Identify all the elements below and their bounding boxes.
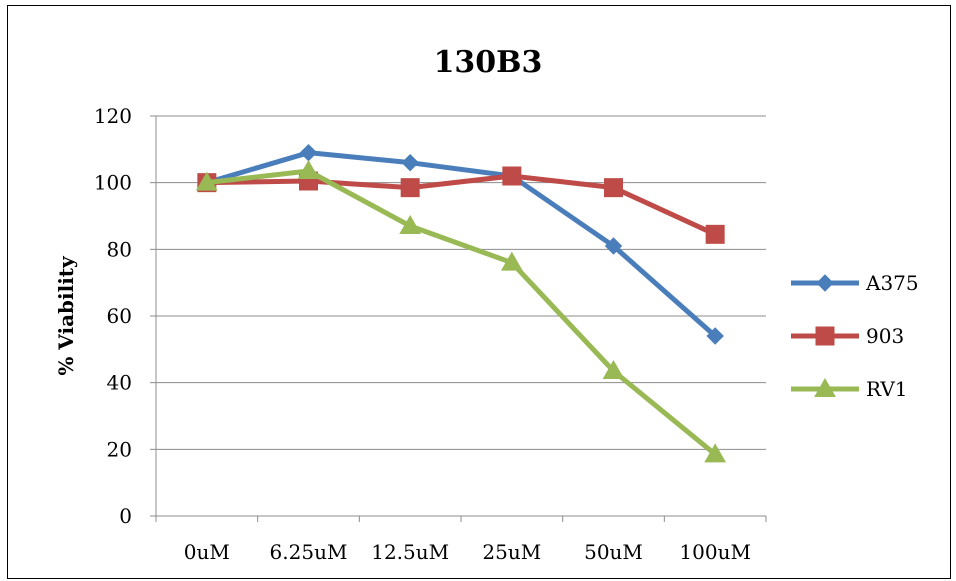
data-point-rv1 bbox=[602, 359, 625, 379]
y-tick-label: 100 bbox=[94, 171, 132, 195]
y-tick-label: 40 bbox=[107, 371, 132, 395]
legend-swatch-marker bbox=[816, 274, 834, 292]
data-point-rv1 bbox=[399, 214, 422, 234]
x-tick-label: 0uM bbox=[184, 540, 230, 564]
data-point-a375 bbox=[401, 153, 419, 172]
series-line-a375 bbox=[206, 150, 717, 338]
legend-swatch-marker bbox=[815, 326, 835, 346]
data-point-a375 bbox=[706, 327, 724, 345]
data-point-903 bbox=[400, 178, 420, 198]
x-tick-label: 50uM bbox=[584, 540, 643, 564]
legend-item-903: 903 bbox=[791, 324, 904, 348]
x-tick-label: 100uM bbox=[679, 540, 751, 564]
data-point-a375 bbox=[299, 143, 318, 162]
y-tick-label: 120 bbox=[94, 104, 132, 128]
legend: A375 903 RV1 bbox=[791, 271, 919, 401]
legend-item-a375: A375 bbox=[791, 271, 919, 295]
data-point-a375 bbox=[604, 237, 623, 255]
y-axis-label: % Viability bbox=[54, 255, 78, 376]
data-point-903 bbox=[502, 166, 522, 186]
legend-label: 903 bbox=[866, 324, 904, 348]
chart-title: 130B3 bbox=[434, 45, 543, 80]
data-point-903 bbox=[604, 178, 623, 198]
legend-swatch-marker bbox=[814, 377, 836, 397]
data-point-903 bbox=[705, 224, 725, 244]
series-lines bbox=[195, 143, 727, 463]
y-tick-label: 0 bbox=[119, 504, 132, 528]
data-point-rv1 bbox=[195, 171, 218, 191]
series-line-903 bbox=[206, 173, 717, 237]
data-point-rv1 bbox=[704, 443, 727, 463]
x-tick-label: 6.25uM bbox=[270, 540, 348, 564]
data-point-rv1 bbox=[297, 159, 320, 179]
legend-item-rv1: RV1 bbox=[791, 377, 908, 401]
tick-labels: 0 20 40 60 80 100 120 0uM 6.25uM 12.5uM 25uM 50uM 10… bbox=[94, 104, 751, 564]
chart-frame bbox=[7, 5, 951, 579]
y-tick-label: 60 bbox=[107, 304, 132, 328]
series-line-rv1 bbox=[206, 168, 717, 457]
legend-label: A375 bbox=[865, 271, 919, 295]
y-tick-label: 80 bbox=[107, 237, 132, 261]
x-tick-label: 25uM bbox=[482, 540, 541, 564]
y-tick-label: 20 bbox=[107, 437, 132, 461]
data-point-rv1 bbox=[500, 251, 523, 271]
gridlines bbox=[156, 115, 766, 450]
axes bbox=[150, 115, 767, 522]
x-tick-label: 12.5uM bbox=[371, 540, 449, 564]
legend-label: RV1 bbox=[866, 377, 908, 401]
